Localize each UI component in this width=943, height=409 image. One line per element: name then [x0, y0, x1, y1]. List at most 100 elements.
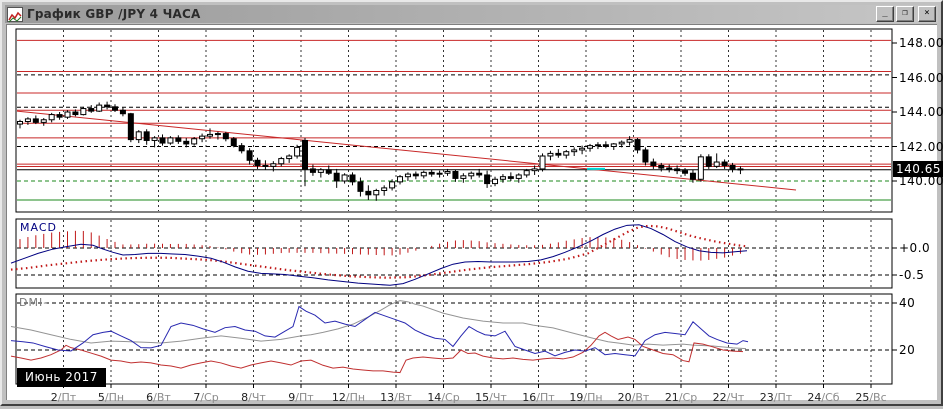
candle-body-bear	[658, 164, 665, 169]
candle-body-bear	[476, 172, 483, 176]
candle-body-bull	[610, 143, 617, 148]
candle-body-bear	[705, 156, 712, 167]
candle-body-bear	[689, 172, 696, 180]
candle-body-bull	[468, 172, 475, 177]
candle-body-bull	[397, 176, 404, 183]
candle-body-bear	[159, 137, 166, 144]
candle-body-bear	[119, 109, 126, 115]
candle-body-bull	[341, 174, 348, 182]
candle-body-bear	[428, 171, 435, 175]
price-axis-label: 144.00	[899, 105, 943, 119]
candle-body-bull	[420, 171, 427, 177]
candle-body-bull	[278, 158, 285, 165]
candle-body-bull	[40, 119, 47, 123]
candle-body-bear	[325, 169, 332, 174]
date-label: 8/Чт	[241, 391, 266, 404]
price-axis-label: 146.00	[899, 70, 943, 85]
candle-body-bull	[436, 172, 443, 175]
close-button[interactable]: ×	[918, 6, 936, 22]
candle-body-bull	[618, 141, 625, 145]
date-label: 7/Ср	[193, 391, 219, 404]
chart-client-area: MACD DMI- Июнь 2017 140.65 148.00 146.00 1…	[6, 24, 943, 404]
candle-body-bear	[349, 174, 356, 183]
candle-body-bear	[721, 161, 728, 166]
candle-body-bear	[484, 174, 491, 185]
price-axis-label: 148.00	[899, 36, 943, 50]
candle-body-bear	[104, 104, 111, 108]
candle-body-bear	[642, 149, 649, 163]
dmi-panel-label: DMI-	[19, 296, 49, 309]
candle-body-bull	[492, 178, 499, 185]
candle-body-bear	[183, 140, 190, 145]
minimize-button[interactable]: _	[876, 6, 894, 22]
macd-line	[10, 224, 748, 286]
dmi-axis-label: 40	[899, 296, 916, 310]
month-label: Июнь 2017	[17, 368, 106, 387]
candle-body-bull	[24, 118, 31, 122]
candle-body-bull	[48, 114, 55, 121]
candle-body-bull	[17, 120, 23, 125]
candle-body-bull	[135, 131, 142, 141]
candle-body-bear	[127, 113, 134, 141]
candle-body-bear	[674, 168, 681, 172]
window-title: График GBP /JPY 4 ЧАСА	[27, 7, 201, 21]
candle-body-bear	[634, 139, 641, 151]
candle-body-bull	[214, 133, 221, 136]
candle-body-bear	[72, 111, 79, 116]
candle-body-bull	[444, 171, 451, 174]
candle-body-bull	[515, 174, 522, 179]
macd-panel-label: MACD	[20, 221, 57, 234]
date-label: 15/Чт	[475, 391, 507, 404]
chart-canvas[interactable]	[3, 3, 943, 409]
candle-body-bear	[555, 152, 562, 156]
candle-body-bear	[650, 161, 657, 166]
date-label: 16/Пт	[522, 391, 555, 404]
candle-body-bull	[539, 155, 546, 170]
candle-body-bull	[571, 149, 578, 153]
di-minus-line	[10, 331, 744, 374]
candle-body-bull	[626, 139, 633, 143]
candle-body-bull	[317, 169, 324, 173]
date-label: 13/Вт	[380, 391, 412, 404]
candle-body-bull	[270, 163, 277, 167]
candle-body-bear	[238, 145, 245, 152]
candle-body-bull	[151, 137, 158, 141]
candle-body-bear	[175, 137, 182, 142]
candle-body-bear	[88, 108, 95, 112]
candle-body-bear	[452, 171, 459, 179]
candle-body-bear	[357, 181, 364, 192]
candle-body-bull	[713, 161, 720, 167]
title-bar[interactable]: График GBP /JPY 4 ЧАСА _ ❐ ×	[5, 5, 938, 23]
candle-body-bull	[286, 155, 293, 160]
candle-body-bull	[499, 176, 506, 180]
candle-body-bull	[199, 135, 206, 140]
candle-body-bear	[309, 168, 316, 173]
candle-body-bull	[460, 175, 467, 179]
date-label: 19/Пн	[569, 391, 603, 404]
candle-body-bull	[404, 173, 411, 178]
candle-body-bull	[587, 145, 594, 149]
maximize-button[interactable]: ❐	[896, 6, 914, 22]
candle-body-bull	[389, 181, 396, 189]
date-label: 6/Вт	[146, 391, 171, 404]
chart-app-icon	[7, 6, 23, 22]
candle-body-bull	[167, 137, 174, 144]
candle-body-bear	[32, 118, 39, 123]
candle-body-bear	[602, 144, 609, 147]
candle-body-bull	[523, 170, 530, 176]
candle-body-bear	[246, 150, 253, 161]
date-label: 23/Пт	[759, 391, 793, 404]
candle-body-bull	[96, 104, 103, 112]
date-label: 2/Пт	[50, 391, 77, 404]
candle-body-bull	[64, 111, 71, 118]
date-label: 21/Ср	[664, 391, 698, 404]
candle-body-bear	[682, 170, 689, 174]
candle-body-bull	[531, 168, 538, 172]
dmi-panel	[15, 293, 893, 385]
di-plus-line	[10, 305, 749, 357]
candle-body-bear	[254, 159, 261, 166]
macd-axis-label: +0.0	[899, 241, 931, 255]
main-price-panel	[15, 28, 893, 213]
candle-body-bull	[697, 156, 704, 180]
macd-axis-label: -0.5	[899, 268, 925, 282]
